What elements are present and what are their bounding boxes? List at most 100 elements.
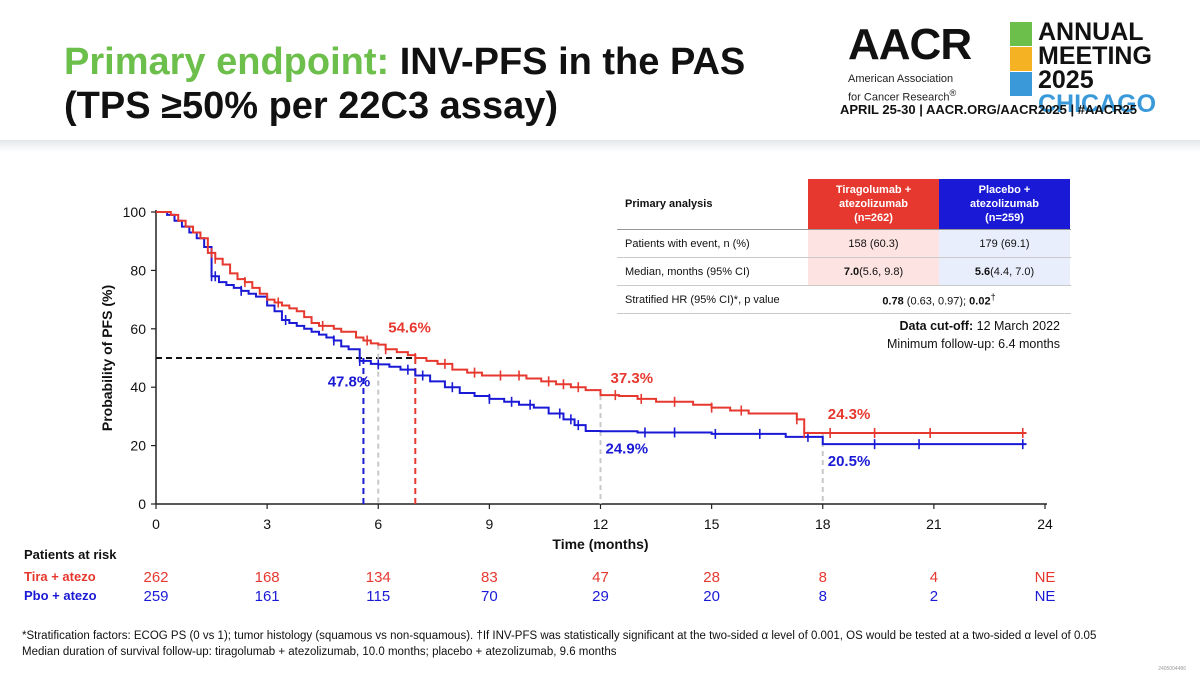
- y-tick-label: 80: [130, 262, 146, 278]
- header: Primary endpoint: INV-PFS in the PAS (TP…: [0, 0, 1200, 140]
- footnotes: *Stratification factors: ECOG PS (0 vs 1…: [22, 628, 1182, 660]
- tira-landmark-label: 37.3%: [611, 370, 654, 387]
- tira-risk-count: 168: [254, 569, 280, 586]
- meeting-year: 2025: [1038, 66, 1094, 94]
- pbo-risk-count: 2: [929, 588, 939, 605]
- p-value: 0.02: [969, 295, 991, 308]
- risk-title: Patients at risk: [24, 547, 117, 562]
- tira-risk-count: 83: [481, 569, 498, 586]
- risk-tira-label: Tira + atezo: [24, 569, 96, 584]
- annual-meeting-mark-icon: [1010, 22, 1032, 96]
- summary-header-label: Primary analysis: [625, 198, 713, 210]
- hr-value-cell: 0.78 (0.63, 0.97); 0.02†: [808, 292, 1070, 308]
- meeting-line1: ANNUAL: [1038, 18, 1144, 46]
- y-tick-label: 0: [138, 496, 146, 512]
- tira-header-line3: (n=262): [854, 212, 893, 224]
- title-line2: (TPS ≥50% per 22C3 assay): [64, 85, 558, 127]
- median-tira-value: 7.0: [843, 265, 860, 278]
- x-tick-label: 18: [815, 516, 831, 532]
- median-pbo-ci: (4.4, 7.0): [990, 265, 1035, 278]
- km-plot-svg: 0 20 40 60 80 100 0 3 6 9 12 15 18 21 24 Time (months) P…: [99, 204, 1053, 552]
- cutoff-date: 12 March 2022: [973, 319, 1060, 333]
- annual-meeting-text: ANNUAL MEETING 2025 CHICAGO: [1038, 18, 1185, 117]
- hr-ci: (0.63, 0.97);: [903, 295, 970, 308]
- events-label: Patients with event, n (%): [625, 237, 750, 250]
- pbo-risk-count: 259: [143, 588, 169, 605]
- km-chart: 0 20 40 60 80 100 0 3 6 9 12 15 18 21 24 Time (months) P…: [0, 150, 1200, 630]
- pbo-header-line2: atezolizumab: [969, 198, 1040, 210]
- pbo-risk-count: NE: [1034, 588, 1056, 605]
- events-tira: 158 (60.3): [808, 230, 939, 257]
- median-tira-ci: (5.6, 9.8): [859, 265, 904, 278]
- x-tick-label: 15: [704, 516, 720, 532]
- tira-landmark-label: 24.3%: [828, 406, 871, 423]
- header-divider: [0, 140, 1200, 152]
- tira-header-line2: atezolizumab: [838, 198, 909, 210]
- pbo-risk-count: 8: [818, 588, 827, 605]
- aacr-wordmark: AACR: [848, 20, 972, 69]
- tira-landmark-label: 54.6%: [388, 320, 431, 337]
- pbo-header-line1: Placebo +: [978, 184, 1031, 196]
- min-followup: Minimum follow-up: 6.4 months: [887, 337, 1060, 351]
- events-row: Patients with event, n (%) 158 (60.3) 17…: [617, 230, 1071, 258]
- pbo-risk-count: 70: [481, 588, 498, 605]
- doc-id: 2405004486: [1158, 666, 1186, 672]
- x-tick-label: 24: [1037, 516, 1053, 532]
- median-pbo-value: 5.6: [974, 265, 991, 278]
- pbo-landmark-label: 24.9%: [606, 440, 649, 457]
- median-tira: 7.0 (5.6, 9.8): [808, 258, 939, 285]
- pbo-risk-count: 20: [703, 588, 720, 605]
- x-tick-label: 6: [374, 516, 382, 532]
- meeting-dates: APRIL 25-30 | AACR.ORG/AACR2025 | #AACR2…: [840, 102, 1137, 117]
- pbo-landmark-label: 47.8%: [328, 373, 371, 390]
- hr-label: Stratified HR (95% CI)*, p value: [625, 293, 780, 306]
- tira-header-line1: Tiragolumab +: [835, 184, 912, 196]
- x-tick-label: 3: [263, 516, 271, 532]
- x-axis-title: Time (months): [552, 536, 648, 552]
- y-tick-label: 100: [123, 204, 147, 220]
- pbo-landmark-label: 20.5%: [828, 453, 871, 470]
- org-line1: American Association: [848, 73, 954, 85]
- tira-risk-count: 262: [143, 569, 169, 586]
- tira-risk-count: 28: [703, 569, 720, 586]
- tira-risk-count: 4: [929, 569, 939, 586]
- hr-value: 0.78: [882, 295, 904, 308]
- footnote-2: Median duration of survival follow-up: t…: [22, 646, 617, 658]
- tira-header-cell: Tiragolumab + atezolizumab (n=262): [808, 179, 939, 229]
- aacr-subtitle: American Association for Cancer Research…: [848, 72, 956, 105]
- x-tick-label: 9: [485, 516, 493, 532]
- aacr-logo: AACR American Association for Cancer Res…: [840, 18, 1185, 126]
- org-line2: for Cancer Research: [848, 91, 950, 104]
- tira-risk-count: 134: [365, 569, 391, 586]
- pbo-header-line3: (n=259): [985, 212, 1024, 224]
- p-mark: †: [990, 291, 996, 302]
- tira-km-curve: [156, 211, 1027, 435]
- pbo-risk-count: 161: [254, 588, 280, 605]
- y-tick-label: 40: [130, 379, 146, 395]
- cutoff-label: Data cut-off:: [899, 319, 974, 333]
- summary-table: Primary analysis Tiragolumab + atezolizu…: [617, 179, 1071, 314]
- events-pbo: 179 (69.1): [939, 230, 1070, 257]
- meeting-line2: MEETING: [1038, 42, 1152, 70]
- tira-risk-count: 47: [592, 569, 609, 586]
- pbo-km-curve: [156, 211, 1027, 446]
- title-prefix: Primary endpoint:: [64, 41, 390, 83]
- pbo-risk-count: 115: [366, 588, 391, 605]
- y-tick-label: 60: [130, 321, 146, 337]
- median-row: Median, months (95% CI) 7.0 (5.6, 9.8) 5…: [617, 258, 1071, 286]
- risk-pbo-label: Pbo + atezo: [24, 588, 97, 603]
- footnote-1: *Stratification factors: ECOG PS (0 vs 1…: [22, 630, 1097, 642]
- hr-row: Stratified HR (95% CI)*, p value 0.78 (0…: [617, 286, 1071, 314]
- tira-risk-count: 8: [818, 569, 827, 586]
- median-pbo: 5.6 (4.4, 7.0): [939, 258, 1070, 285]
- x-tick-label: 21: [926, 516, 942, 532]
- pbo-risk-count: 29: [592, 588, 609, 605]
- org-reg: ®: [949, 88, 957, 98]
- x-tick-label: 0: [152, 516, 160, 532]
- title-main: INV-PFS in the PAS: [389, 41, 746, 83]
- page-title: Primary endpoint: INV-PFS in the PAS (TP…: [64, 40, 745, 128]
- y-axis-title: Probability of PFS (%): [99, 285, 115, 431]
- y-tick-label: 20: [130, 438, 146, 454]
- data-cutoff: Data cut-off: 12 March 2022 Minimum foll…: [700, 317, 1060, 353]
- summary-header-row: Primary analysis Tiragolumab + atezolizu…: [617, 179, 1071, 230]
